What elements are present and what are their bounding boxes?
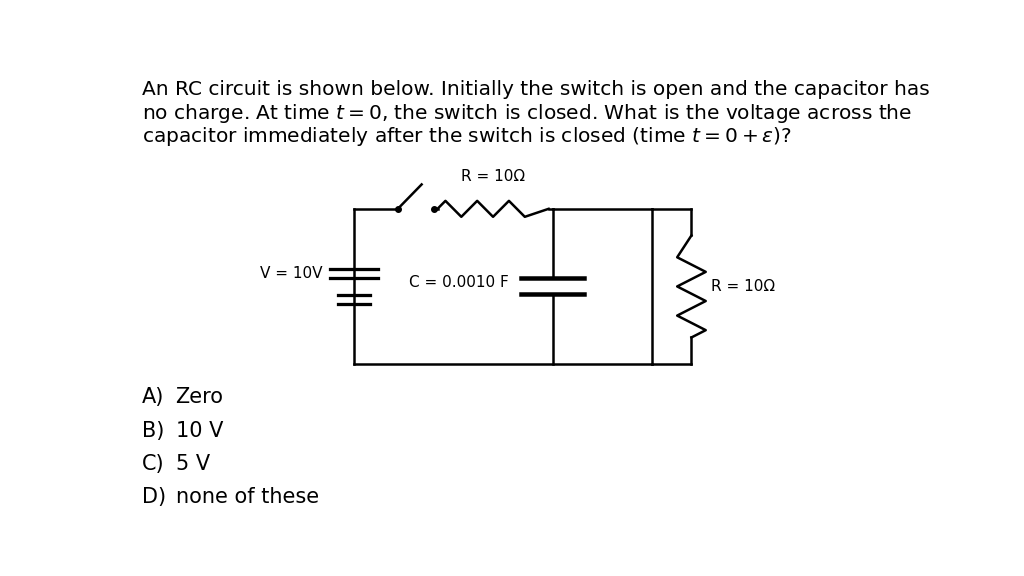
Text: 10 V: 10 V <box>176 420 223 441</box>
Text: C = 0.0010 F: C = 0.0010 F <box>410 275 509 290</box>
Text: R = 10Ω: R = 10Ω <box>712 279 775 294</box>
Text: no charge. At time $t = 0$, the switch is closed. What is the voltage across the: no charge. At time $t = 0$, the switch i… <box>142 103 912 126</box>
Text: D): D) <box>142 487 167 507</box>
Text: C): C) <box>142 454 165 474</box>
Text: none of these: none of these <box>176 487 318 507</box>
Text: B): B) <box>142 420 165 441</box>
Text: R = 10Ω: R = 10Ω <box>461 169 525 184</box>
Text: 5 V: 5 V <box>176 454 210 474</box>
Text: A): A) <box>142 387 165 407</box>
Text: Zero: Zero <box>176 387 223 407</box>
Text: V = 10V: V = 10V <box>260 266 323 281</box>
Text: capacitor immediately after the switch is closed (time $t = 0 + \epsilon$)?: capacitor immediately after the switch i… <box>142 124 793 147</box>
Text: An RC circuit is shown below. Initially the switch is open and the capacitor has: An RC circuit is shown below. Initially … <box>142 80 930 99</box>
